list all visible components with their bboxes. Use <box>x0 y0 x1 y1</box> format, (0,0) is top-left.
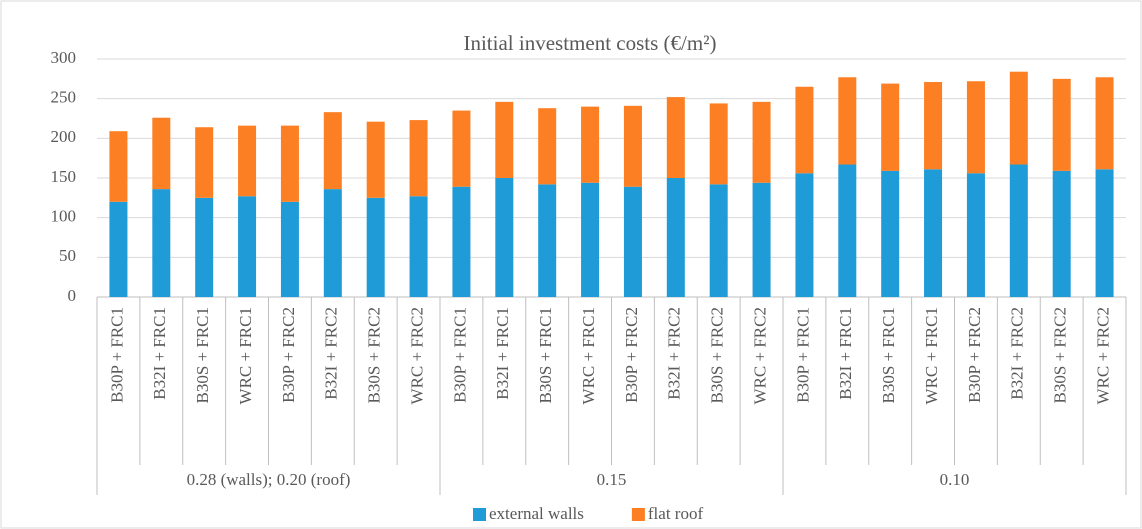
bar-segment <box>1052 170 1071 297</box>
group-label: 0.28 (walls); 0.20 (roof) <box>187 470 351 489</box>
x-tick-label: B30P + FRC1 <box>107 307 126 403</box>
legend-swatch <box>631 508 645 521</box>
bar-segment <box>1052 78 1071 171</box>
bar-segment <box>1009 71 1028 165</box>
y-tick-label: 200 <box>51 127 77 146</box>
bar-segment <box>280 125 299 202</box>
y-tick-label: 0 <box>68 286 77 305</box>
bar-segment <box>109 201 128 297</box>
bar-segment <box>795 173 814 297</box>
group-label: 0.10 <box>940 470 970 489</box>
x-tick-label: B30S + FRC2 <box>365 307 384 404</box>
bar-segment <box>538 184 557 297</box>
bar-segment <box>623 105 642 187</box>
group-label: 0.15 <box>597 470 627 489</box>
y-tick-label: 150 <box>51 167 77 186</box>
bar-segment <box>795 86 814 174</box>
y-tick-label: 300 <box>51 48 77 67</box>
x-tick-label: B32I + FRC1 <box>493 307 512 400</box>
bar-segment <box>752 182 771 297</box>
bar-segment <box>1095 77 1114 170</box>
x-tick-label: WRC + FRC2 <box>1093 307 1112 404</box>
bar-segment <box>752 101 771 183</box>
bar-segment <box>366 197 385 297</box>
x-tick-label: WRC + FRC1 <box>579 307 598 404</box>
x-tick-label: B30S + FRC2 <box>1051 307 1070 404</box>
y-tick-label: 250 <box>51 88 77 107</box>
legend-label: flat roof <box>648 504 704 523</box>
bar-segment <box>581 182 600 297</box>
bar-segment <box>495 101 514 178</box>
y-tick-label: 100 <box>51 207 77 226</box>
x-tick-label: B32I + FRC1 <box>836 307 855 400</box>
x-tick-label: B30P + FRC2 <box>279 307 298 403</box>
chart-title: Initial investment costs (€/m²) <box>463 31 716 55</box>
legend-label: external walls <box>489 504 584 523</box>
bar-segment <box>709 103 728 185</box>
bar-segment <box>924 82 943 170</box>
bar-segment <box>581 106 600 183</box>
bar-segment <box>238 125 257 197</box>
bar-segment <box>838 77 857 165</box>
bar-segment <box>409 196 428 297</box>
x-tick-label: B30S + FRC1 <box>193 307 212 404</box>
bar-segment <box>538 108 557 185</box>
x-tick-label: B32I + FRC1 <box>150 307 169 400</box>
bar-segment <box>966 81 985 174</box>
bar-segment <box>1095 169 1114 297</box>
x-tick-label: B30P + FRC1 <box>450 307 469 403</box>
bar-segment <box>452 186 471 297</box>
bar-segment <box>666 178 685 297</box>
bar-segment <box>366 121 385 198</box>
y-tick-label: 50 <box>59 246 76 265</box>
x-tick-label: B32I + FRC2 <box>322 307 341 400</box>
bar-segment <box>452 110 471 187</box>
bar-segment <box>280 201 299 297</box>
bar-segment <box>195 127 214 198</box>
bar-segment <box>924 169 943 297</box>
bar-segment <box>495 178 514 297</box>
bar-segment <box>881 170 900 297</box>
x-tick-label: B30S + FRC1 <box>879 307 898 404</box>
bar-segment <box>966 173 985 297</box>
x-tick-label: WRC + FRC2 <box>750 307 769 404</box>
x-tick-label: WRC + FRC1 <box>236 307 255 404</box>
bar-segment <box>623 186 642 297</box>
x-tick-label: WRC + FRC1 <box>922 307 941 404</box>
bar-segment <box>323 112 342 190</box>
x-tick-label: B30S + FRC2 <box>708 307 727 404</box>
x-tick-label: WRC + FRC2 <box>407 307 426 404</box>
bar-segment <box>109 131 128 202</box>
bar-segment <box>709 184 728 297</box>
x-tick-label: B30S + FRC1 <box>536 307 555 404</box>
bar-segment <box>409 120 428 197</box>
bar-segment <box>881 83 900 171</box>
bar-segment <box>238 196 257 297</box>
bar-segment <box>666 97 685 178</box>
x-tick-label: B32I + FRC2 <box>665 307 684 400</box>
x-tick-label: B30P + FRC2 <box>622 307 641 403</box>
bar-segment <box>195 197 214 297</box>
bar-segment <box>838 164 857 297</box>
bar-segment <box>1009 164 1028 297</box>
x-tick-label: B30P + FRC2 <box>965 307 984 403</box>
x-tick-label: B30P + FRC1 <box>793 307 812 403</box>
bar-segment <box>152 117 171 190</box>
x-tick-label: B32I + FRC2 <box>1008 307 1027 400</box>
bar-segment <box>152 189 171 297</box>
legend-swatch <box>473 508 486 521</box>
bar-segment <box>323 189 342 297</box>
